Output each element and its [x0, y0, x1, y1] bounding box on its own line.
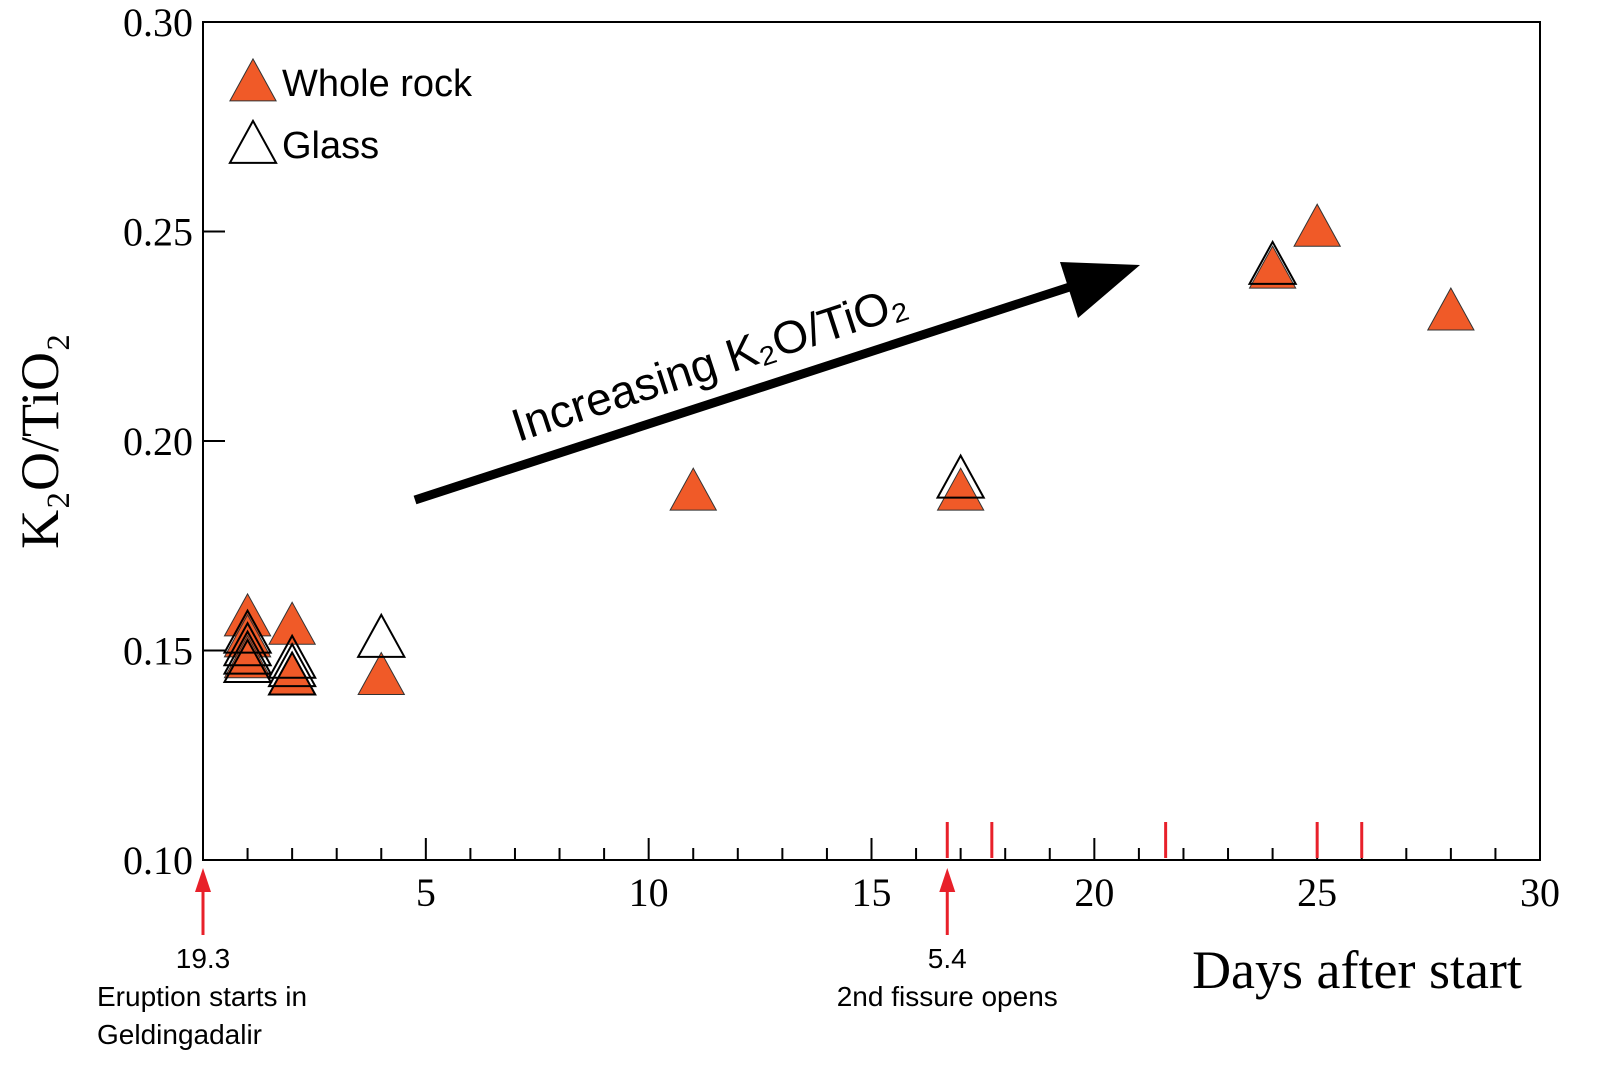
- point: [356, 612, 407, 658]
- legend-label: Whole rock: [282, 63, 473, 105]
- point: [1426, 286, 1475, 331]
- point: [936, 467, 985, 511]
- y-tick-label: 0.15: [123, 629, 193, 674]
- point: [267, 650, 317, 696]
- point: [935, 453, 986, 499]
- trend-arrow-head: [1060, 262, 1140, 318]
- x-tick-label: 25: [1297, 870, 1337, 915]
- point: [222, 629, 273, 675]
- point: [1248, 245, 1297, 289]
- event-text: Geldingadalir: [97, 1019, 262, 1050]
- y-tick-label: 0.10: [123, 838, 193, 883]
- point: [669, 467, 718, 511]
- point: [222, 637, 273, 683]
- point: [222, 621, 273, 667]
- event-arrow-head: [939, 868, 956, 892]
- trend-arrow: [413, 277, 1087, 505]
- x-tick-label: 10: [629, 870, 669, 915]
- x-tick-label: 15: [852, 870, 892, 915]
- legend-marker: [229, 57, 277, 102]
- x-tick-label: 30: [1520, 870, 1560, 915]
- y-tick-label: 0.20: [123, 419, 193, 464]
- point: [357, 651, 406, 696]
- x-tick-label: 5: [416, 870, 436, 915]
- point: [1293, 203, 1342, 247]
- y-axis-label: K₂O/TiO₂: [10, 333, 70, 549]
- point: [222, 608, 273, 654]
- y-tick-label: 0.30: [123, 0, 193, 45]
- event-date: 19.3: [176, 943, 231, 974]
- event-date: 5.4: [928, 943, 967, 974]
- y-tick-label: 0.25: [123, 210, 193, 255]
- trend-label: Increasing K₂O/TiO₂: [505, 275, 913, 452]
- plot-frame: [202, 21, 1541, 861]
- event-text: Eruption starts in: [97, 981, 307, 1012]
- legend-label: Glass: [282, 125, 379, 167]
- point: [1247, 239, 1298, 285]
- x-tick-label: 20: [1074, 870, 1114, 915]
- legend-marker: [228, 118, 278, 164]
- event-text: 2nd fissure opens: [837, 981, 1058, 1012]
- point: [267, 633, 317, 679]
- point: [267, 642, 317, 688]
- point: [223, 634, 272, 679]
- x-axis-label: Days after start: [1192, 940, 1522, 1000]
- point: [268, 601, 317, 645]
- event-arrow-head: [195, 868, 211, 892]
